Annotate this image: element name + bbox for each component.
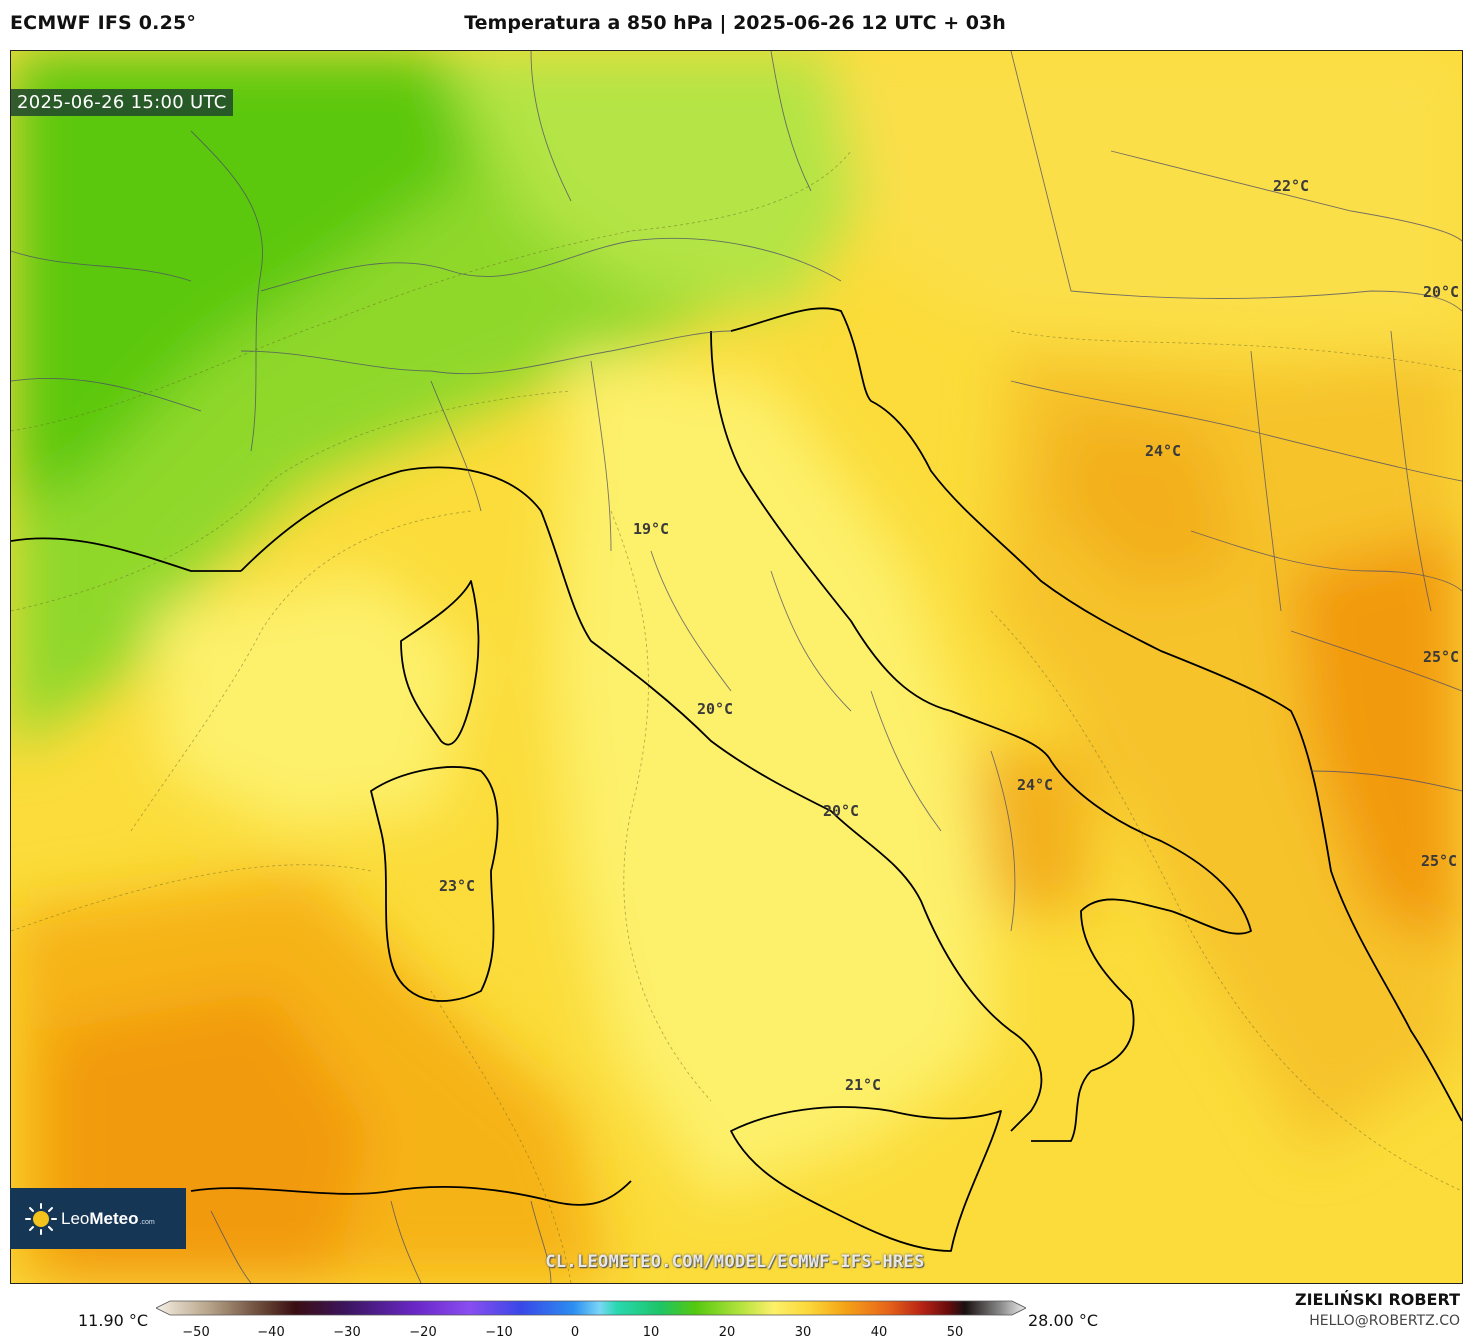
colorbar-tick: 20	[718, 1325, 736, 1340]
colorbar-tick: 40	[870, 1325, 888, 1340]
leometeo-logo[interactable]: LeoMeteo.com	[10, 1188, 186, 1249]
colorbar-tick: 50	[946, 1325, 964, 1340]
isotherms	[11, 150, 1462, 1283]
coastlines	[11, 307, 1462, 1252]
temp-label: 21°C	[844, 1076, 882, 1094]
colorbar-tick: 10	[642, 1325, 660, 1340]
colorbar-tick: −50	[182, 1325, 210, 1340]
temperature-colorbar	[156, 1300, 1026, 1316]
map-title: Temperatura a 850 hPa | 2025-06-26 12 UT…	[464, 12, 1006, 34]
colorbar-tick: −20	[409, 1325, 437, 1340]
colorbar-tick: 0	[570, 1325, 580, 1340]
temp-label: 25°C	[1422, 648, 1460, 666]
field-max-value: 28.00 °C	[1028, 1311, 1099, 1330]
borders	[11, 51, 1462, 1283]
source-url: CL.LEOMETEO.COM/MODEL/ECMWF-IFS-HRES	[545, 1252, 925, 1272]
field-coldest-zone	[11, 51, 471, 511]
temp-label: 20°C	[696, 700, 734, 718]
sun-icon	[25, 1202, 57, 1235]
temp-label: 20°C	[822, 802, 860, 820]
colorbar-tick: 30	[794, 1325, 812, 1340]
model-name: ECMWF IFS 0.25°	[10, 12, 197, 34]
author-credit: ZIELIŃSKI ROBERT	[1294, 1290, 1460, 1309]
temperature-map[interactable]: 2025-06-26 15:00 UTC 22°C 20°C 24°C 19°C…	[10, 50, 1463, 1284]
field-light-zone	[551, 351, 991, 1201]
temp-label: 25°C	[1420, 852, 1458, 870]
temp-label: 20°C	[1422, 283, 1460, 301]
temp-label: 22°C	[1272, 177, 1310, 195]
temp-label: 24°C	[1144, 442, 1182, 460]
temperature-field	[11, 51, 1462, 1283]
logo-wordmark: LeoMeteo.com	[61, 1208, 155, 1228]
temp-label: 23°C	[438, 877, 476, 895]
colorbar-tick: −10	[485, 1325, 513, 1340]
valid-time-badge: 2025-06-26 15:00 UTC	[11, 89, 233, 116]
colorbar-tick: −40	[257, 1325, 285, 1340]
field-light-west	[151, 571, 471, 831]
field-basilicata-warm	[971, 751, 1091, 911]
field-hot-balkans	[1291, 531, 1462, 951]
field-bosnia-warm	[1051, 411, 1241, 591]
author-contact: HELLO@ROBERTZ.CO	[1309, 1313, 1460, 1329]
field-min-value: 11.90 °C	[78, 1311, 149, 1330]
temp-label: 24°C	[1016, 776, 1054, 794]
colorbar-tick: −30	[333, 1325, 361, 1340]
field-ne	[831, 51, 1462, 351]
field-alpine-zone	[441, 51, 871, 311]
temp-label: 19°C	[632, 520, 670, 538]
